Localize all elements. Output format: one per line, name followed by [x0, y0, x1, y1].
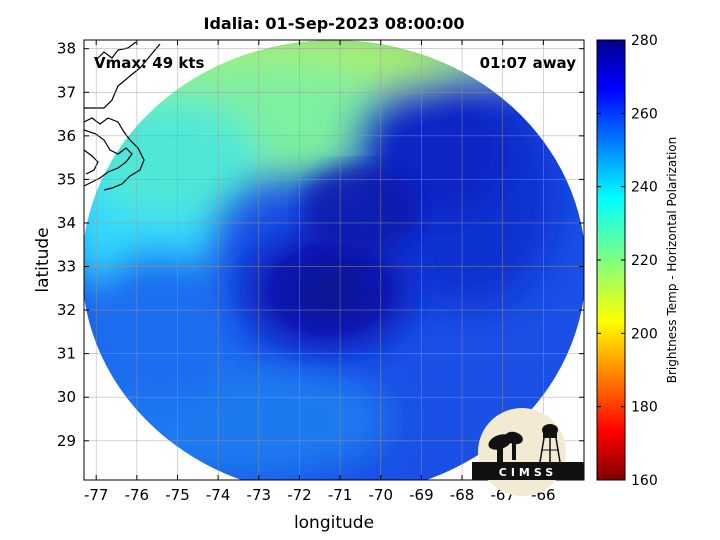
chart-title: Idalia: 01-Sep-2023 08:00:00: [203, 14, 464, 33]
cimss-logo: CIMSS: [472, 408, 584, 496]
x-tick-label: -69: [409, 486, 434, 504]
colorbar-tick-label: 240: [631, 180, 658, 196]
x-tick-label: -71: [328, 486, 353, 504]
x-tick-label: -77: [84, 486, 109, 504]
x-tick-label: -73: [247, 486, 272, 504]
y-tick-label: 38: [57, 40, 76, 58]
y-tick-label: 29: [57, 432, 76, 450]
colorbar-tick-label: 260: [631, 106, 658, 122]
time-offset-annotation: 01:07 away: [480, 54, 577, 72]
x-tick-label: -70: [368, 486, 393, 504]
y-axis-ticks: 29 30 31 32 33 34 35 36 37 38: [57, 40, 584, 450]
colorbar-tick-label: 220: [631, 253, 658, 269]
colorbar-tick-label: 200: [631, 326, 658, 342]
vmax-annotation: Vmax: 49 kts: [94, 54, 204, 72]
y-tick-label: 31: [57, 345, 76, 363]
colorbar-ticks: 160 180 200 220 240 260 280: [597, 33, 658, 489]
x-axis-label: longitude: [294, 513, 374, 533]
y-tick-label: 36: [57, 127, 76, 145]
y-tick-label: 32: [57, 301, 76, 319]
coastline: [84, 41, 161, 191]
y-axis-label: latitude: [33, 227, 53, 292]
colorbar-label: Brightness Temp - Horizontal Polarizatio…: [665, 137, 679, 384]
x-tick-label: -74: [206, 486, 231, 504]
colorbar-tick-label: 180: [631, 400, 658, 416]
colorbar-scale: [596, 39, 626, 481]
colorbar-tick-label: 160: [631, 473, 658, 489]
x-tick-label: -75: [165, 486, 190, 504]
grid-lines: [84, 40, 584, 480]
y-tick-label: 33: [57, 258, 76, 276]
x-tick-label: -68: [450, 486, 475, 504]
colorbar: 160 180 200 220 240 260 280 Brightness Temp - …: [596, 33, 679, 489]
y-tick-label: 37: [57, 83, 76, 101]
colorbar-tick-label: 280: [631, 33, 658, 49]
swath-image: [84, 40, 584, 480]
logo-text: CIMSS: [499, 466, 557, 479]
x-axis-ticks: -77 -76 -75 -74 -73 -72 -71 -70 -69 -68 -67 -66: [84, 40, 556, 504]
axes-frame: [83, 39, 585, 481]
x-tick-label: -76: [125, 486, 150, 504]
y-tick-label: 34: [57, 214, 76, 232]
x-tick-label: -72: [287, 486, 312, 504]
plot-area: [84, 40, 584, 480]
y-tick-label: 30: [57, 388, 76, 406]
y-tick-label: 35: [57, 170, 76, 188]
